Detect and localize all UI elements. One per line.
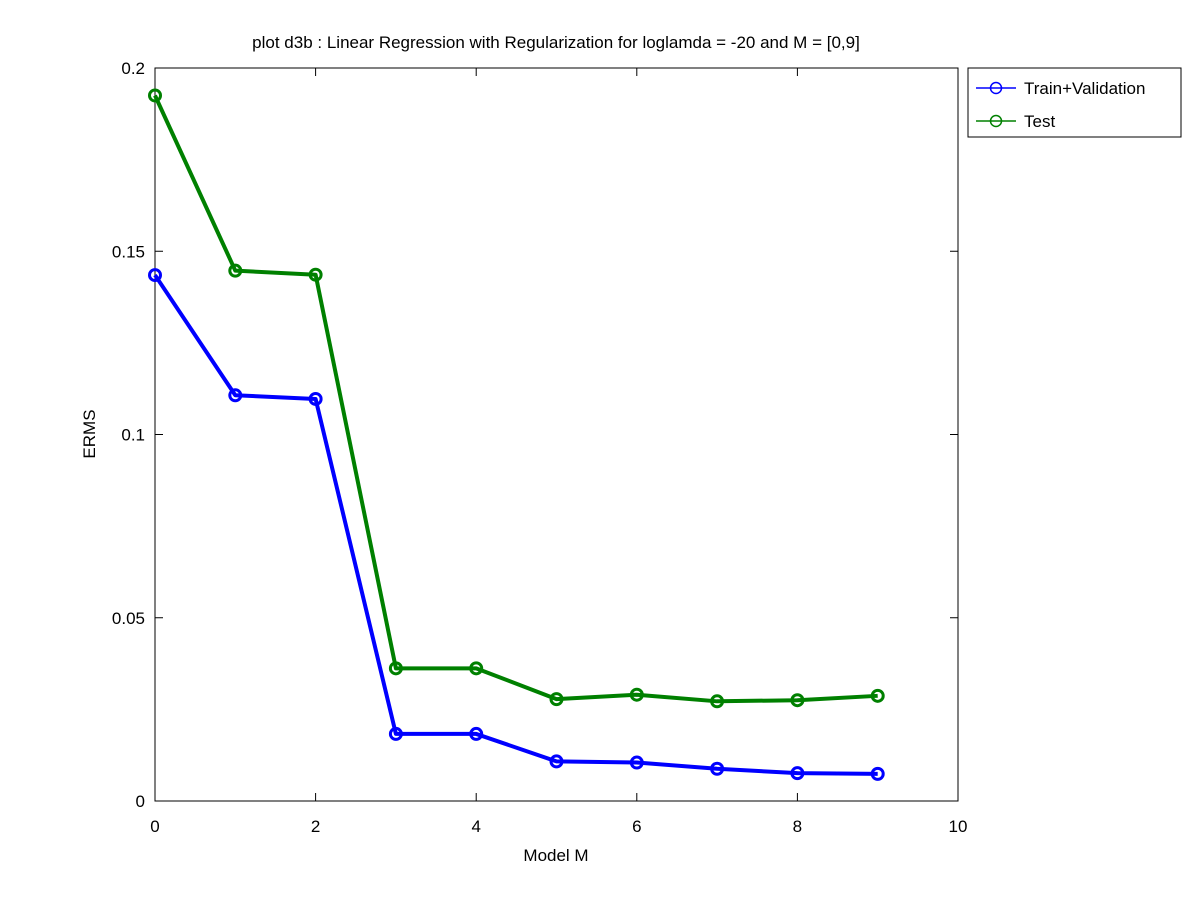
data-point [388, 726, 403, 741]
x-tick-label: 4 [471, 817, 480, 836]
data-point [790, 766, 805, 781]
legend-label: Test [1024, 112, 1055, 131]
data-point [629, 687, 644, 702]
series-line [153, 94, 878, 704]
x-tick-label: 0 [150, 817, 159, 836]
data-point [308, 267, 323, 282]
series-line [153, 273, 878, 776]
data-point [629, 755, 644, 770]
x-tick-label: 8 [793, 817, 802, 836]
data-point [469, 661, 484, 676]
x-tick-label: 6 [632, 817, 641, 836]
legend: Train+Validation Test [967, 67, 1182, 138]
legend-label: Train+Validation [1024, 79, 1145, 98]
y-axis-title: ERMS [80, 409, 99, 458]
data-point [870, 688, 885, 703]
y-tick-label: 0.15 [112, 242, 145, 261]
legend-marker [989, 114, 1003, 128]
data-point [870, 766, 885, 781]
legend-entry: Train+Validation [976, 79, 1145, 98]
y-tick-label: 0.1 [121, 426, 145, 445]
chart-title: plot d3b : Linear Regression with Regula… [252, 33, 860, 52]
legend-box [967, 67, 1182, 138]
x-axis: 0 2 4 6 8 10 [150, 68, 967, 836]
series-layer [148, 88, 885, 781]
x-axis-title: Model M [523, 846, 588, 865]
legend-entry: Test [976, 112, 1055, 131]
data-point [388, 661, 403, 676]
data-point [308, 391, 323, 406]
y-tick-label: 0.05 [112, 609, 145, 628]
data-point [710, 761, 725, 776]
series-test [148, 88, 885, 709]
data-point [228, 263, 243, 278]
data-point [549, 692, 564, 707]
y-tick-label: 0 [136, 792, 145, 811]
data-point [228, 388, 243, 403]
data-point [710, 694, 725, 709]
y-axis: 0 0.05 0.1 0.15 0.2 [112, 59, 958, 811]
data-point [549, 754, 564, 769]
x-tick-label: 10 [949, 817, 968, 836]
plot-area [154, 67, 959, 802]
data-point [148, 88, 162, 103]
x-tick-label: 2 [311, 817, 320, 836]
legend-marker [989, 81, 1003, 95]
y-tick-label: 0.2 [121, 59, 145, 78]
data-point [790, 693, 805, 708]
series-train-validation [148, 268, 885, 781]
data-point [469, 726, 484, 741]
data-point [148, 268, 162, 283]
